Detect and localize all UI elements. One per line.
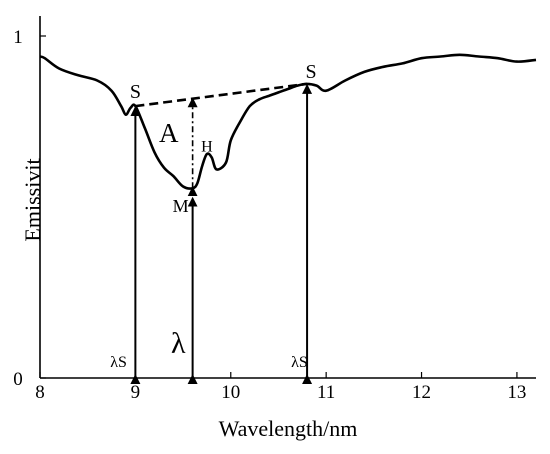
label-depth: H (201, 138, 213, 155)
label-lambda-s-right: λS (291, 354, 308, 371)
y-axis-title: Emissivit (20, 158, 45, 241)
y-ticks: 01 (13, 27, 46, 390)
x-ticks: 8 9 10 11 12 13 (35, 372, 526, 403)
y-tick-label: 0 (13, 369, 23, 390)
label-lambda-s-left: λS (110, 354, 127, 371)
x-tick-label: 11 (317, 382, 335, 403)
label-min: M (173, 196, 189, 216)
axes (39, 16, 536, 379)
x-tick-label: 12 (412, 382, 431, 403)
label-s-right: S (306, 61, 317, 83)
y-tick-label: 1 (13, 27, 23, 48)
x-tick-label: 8 (35, 382, 45, 403)
label-lambda-min: λ (171, 327, 186, 360)
label-area: A (159, 118, 179, 148)
emissivity-curve (39, 53, 537, 190)
label-s-left: S (130, 81, 141, 103)
x-tick-label: 9 (131, 382, 141, 403)
x-tick-label: 13 (507, 382, 526, 403)
x-tick-label: 10 (221, 382, 240, 403)
vertical-arrows (130, 83, 313, 384)
baseline-dashed-line (135, 82, 308, 108)
x-axis-title: Wavelength/nm (219, 416, 358, 441)
